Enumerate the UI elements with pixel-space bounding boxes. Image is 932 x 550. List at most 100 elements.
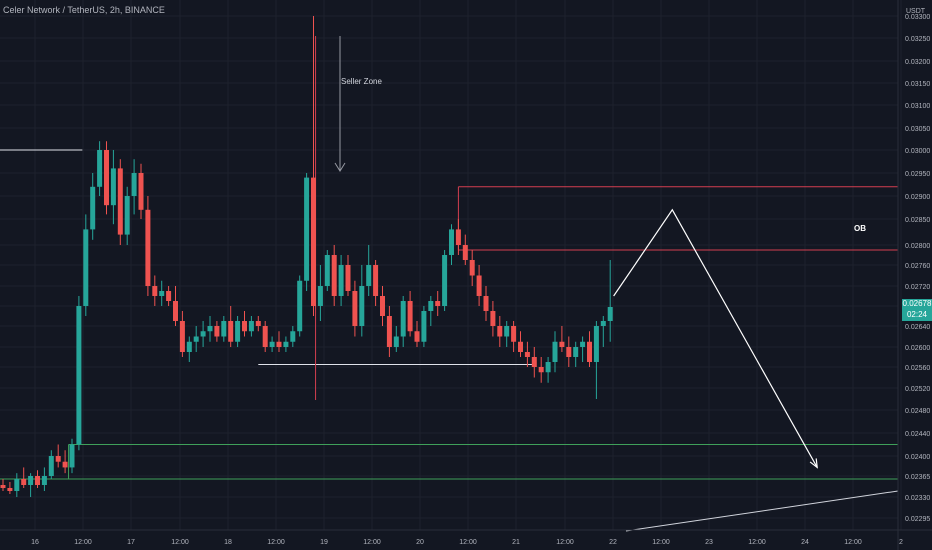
candle-body [186, 341, 192, 352]
candle-body [83, 229, 89, 306]
candle-body [393, 336, 399, 347]
time-tick-label: 2 [899, 539, 903, 546]
chart-title: Celer Network / TetherUS, 2h, BINANCE [3, 5, 165, 15]
candle-body [69, 444, 75, 468]
candle-body [373, 265, 379, 296]
price-tick-label: 0.02720 [905, 284, 930, 291]
candle-body [366, 265, 372, 286]
time-tick-label: 18 [224, 539, 232, 546]
price-tick-label: 0.02600 [905, 345, 930, 352]
bar-countdown: 02:24 [906, 310, 928, 319]
candle-body [504, 326, 510, 337]
candle-body [159, 291, 165, 296]
candle-body [145, 209, 151, 286]
time-tick-label: 12:00 [459, 539, 477, 546]
candle-body [193, 336, 199, 342]
candle-body [518, 341, 523, 352]
candle-body [566, 347, 572, 357]
candle-body [435, 301, 441, 306]
price-tick-label: 0.02295 [905, 516, 930, 523]
candle-body [262, 326, 268, 347]
candle-body [283, 341, 289, 347]
candle-body [538, 367, 544, 373]
seller-zone-label: Seller Zone [341, 77, 382, 86]
candle-body [104, 150, 109, 206]
candle-body [359, 286, 365, 326]
candle-body [179, 321, 185, 352]
interval-label: 2h [109, 5, 120, 15]
candle-body [455, 229, 461, 245]
projection-layer [613, 208, 899, 532]
candle-body [587, 341, 592, 362]
currency-label: USDT [906, 8, 926, 15]
candle-body [345, 265, 351, 291]
candle-body [62, 461, 68, 468]
symbol-name: Celer Network / TetherUS [3, 5, 105, 15]
time-tick-label: 19 [320, 539, 328, 546]
time-tick-label: 21 [512, 539, 520, 546]
candle-body [242, 321, 247, 332]
price-tick-label: 0.03300 [905, 14, 930, 21]
candle-body [255, 321, 261, 326]
candle-body [324, 255, 330, 286]
price-tick-label: 0.02330 [905, 495, 930, 502]
price-tick-label: 0.02640 [905, 324, 930, 331]
projection-arrow-head [809, 458, 818, 469]
current-price: 0.02678 [902, 299, 932, 308]
candle-body [228, 321, 234, 342]
candle-body [97, 150, 103, 187]
time-tick-label: 12:00 [844, 539, 862, 546]
candle-body [511, 326, 517, 342]
candle-body [235, 321, 241, 342]
candle-body [407, 301, 413, 332]
candle-body [28, 476, 34, 485]
candle-body [593, 326, 599, 362]
candle-body [124, 196, 130, 235]
price-tick-label: 0.02440 [905, 431, 930, 438]
candle-body [483, 296, 489, 311]
candle-body [173, 301, 178, 321]
candle-body [559, 341, 565, 347]
candle-body [311, 177, 316, 306]
time-tick-label: 20 [416, 539, 424, 546]
price-tick-label: 0.02520 [905, 386, 930, 393]
time-tick-label: 12:00 [556, 539, 574, 546]
price-tick-label: 0.02400 [905, 454, 930, 461]
price-tick-label: 0.03000 [905, 148, 930, 155]
time-axis[interactable]: 16 12:00 17 12:00 18 12:00 19 12:00 20 12:00 21 12:… [0, 529, 932, 546]
candle-body [41, 476, 47, 485]
candle-body [117, 168, 123, 235]
price-tick-label: 0.02560 [905, 365, 930, 372]
candle-body [90, 186, 96, 230]
time-tick-label: 12:00 [363, 539, 381, 546]
price-tick-label: 0.02800 [905, 243, 930, 250]
projection-path [613, 208, 818, 468]
price-tick-label: 0.02850 [905, 217, 930, 224]
candle-body [331, 255, 337, 296]
current-price-badge: 0.02678 02:24 [902, 299, 932, 321]
candle-body [380, 296, 385, 316]
candle-body [490, 311, 496, 326]
candle-body [607, 307, 613, 321]
seller-zone-arrow-head [334, 162, 346, 172]
candle-body [48, 456, 54, 476]
price-tick-label: 0.02900 [905, 194, 930, 201]
candle-body [352, 291, 358, 326]
time-tick-label: 12:00 [267, 539, 285, 546]
candle-body [248, 321, 254, 332]
price-tick-label: 0.03150 [905, 81, 930, 88]
candle-body [221, 321, 227, 337]
candle-body [21, 479, 27, 485]
time-tick-label: 12:00 [652, 539, 670, 546]
candle-body [76, 306, 82, 445]
exchange-name: BINANCE [124, 5, 165, 15]
candle-body [138, 173, 144, 210]
candle-body [414, 331, 420, 342]
candle-body [290, 331, 296, 342]
drawing-layer [0, 36, 898, 480]
time-tick-label: 24 [801, 539, 809, 546]
candle-body [552, 341, 558, 362]
price-tick-label: 0.03250 [905, 36, 930, 43]
candle-body [152, 286, 158, 296]
